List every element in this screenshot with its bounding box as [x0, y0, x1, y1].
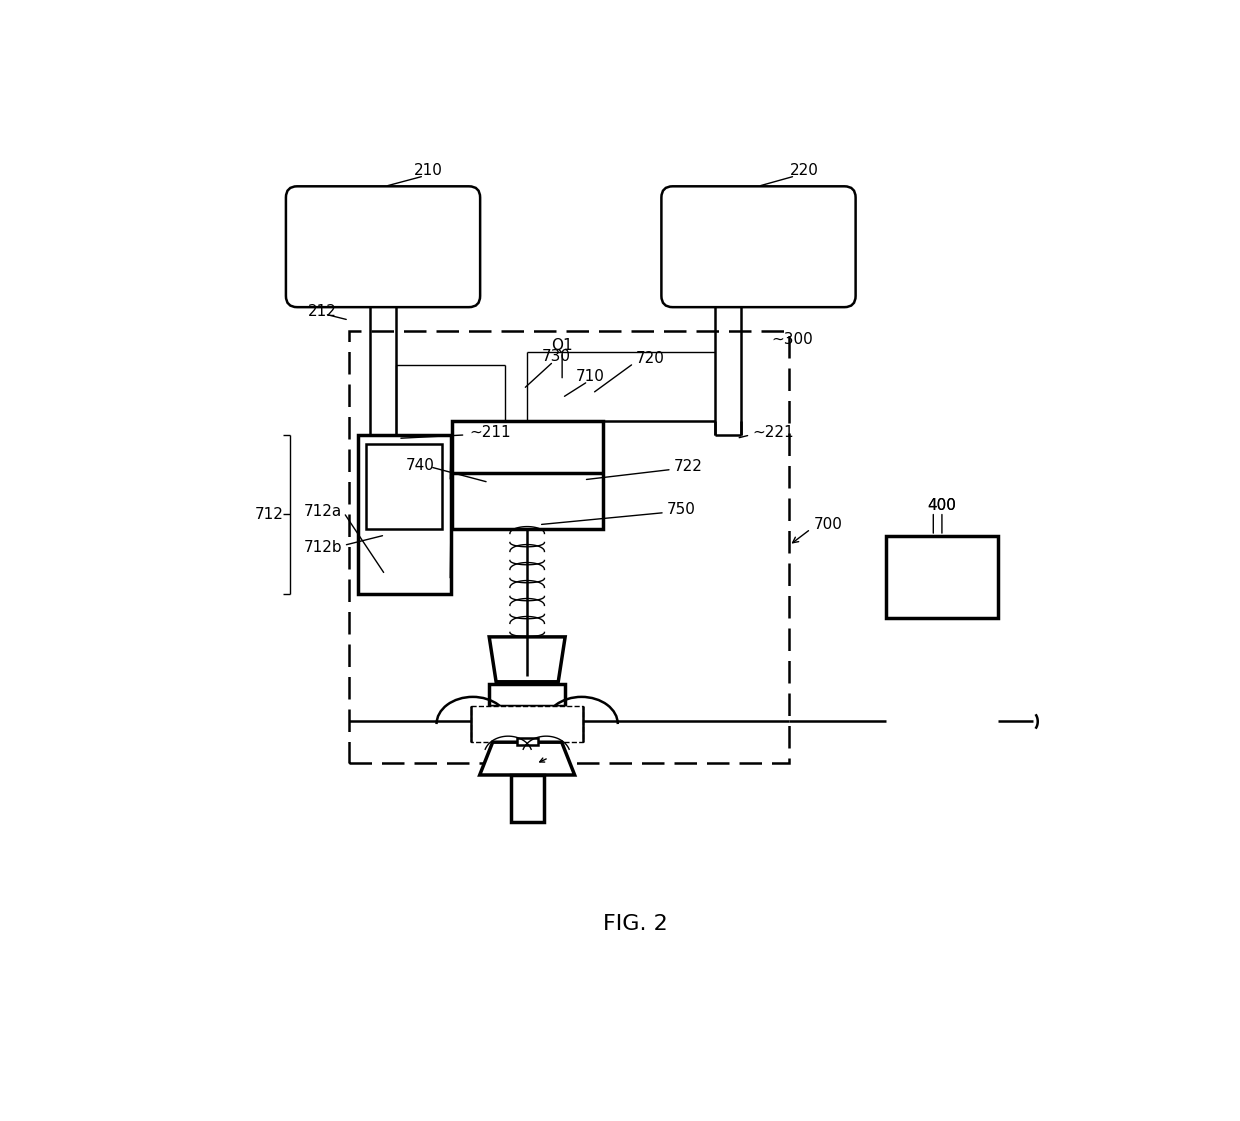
- Polygon shape: [490, 637, 565, 682]
- Text: 712a: 712a: [304, 504, 342, 519]
- Text: 212: 212: [308, 304, 336, 319]
- Text: 400: 400: [928, 498, 956, 513]
- Text: 720: 720: [635, 352, 665, 367]
- Text: 710: 710: [575, 369, 604, 383]
- Text: Q1: Q1: [552, 339, 573, 353]
- Bar: [511, 775, 543, 823]
- Text: 722: 722: [673, 460, 702, 474]
- Bar: [451, 421, 603, 529]
- Bar: [366, 444, 443, 529]
- Bar: [357, 435, 451, 594]
- Bar: [885, 536, 998, 618]
- Text: 400: 400: [928, 498, 956, 513]
- Bar: [517, 738, 537, 744]
- Text: 730: 730: [542, 349, 570, 364]
- Text: ~221: ~221: [751, 425, 794, 439]
- Text: 712b: 712b: [304, 539, 342, 555]
- Text: 210: 210: [414, 164, 443, 178]
- Text: 700: 700: [813, 517, 842, 532]
- Text: 750: 750: [667, 502, 696, 518]
- Polygon shape: [471, 706, 583, 742]
- Text: ~211: ~211: [470, 425, 511, 439]
- FancyBboxPatch shape: [661, 186, 856, 307]
- Text: 740: 740: [405, 457, 435, 473]
- FancyBboxPatch shape: [286, 186, 480, 307]
- Bar: [490, 684, 565, 706]
- Text: 712: 712: [254, 507, 283, 521]
- Text: FIG. 2: FIG. 2: [603, 915, 668, 934]
- Polygon shape: [480, 742, 574, 775]
- Text: ~300: ~300: [771, 332, 812, 346]
- Text: 220: 220: [790, 164, 818, 178]
- Bar: [348, 332, 789, 763]
